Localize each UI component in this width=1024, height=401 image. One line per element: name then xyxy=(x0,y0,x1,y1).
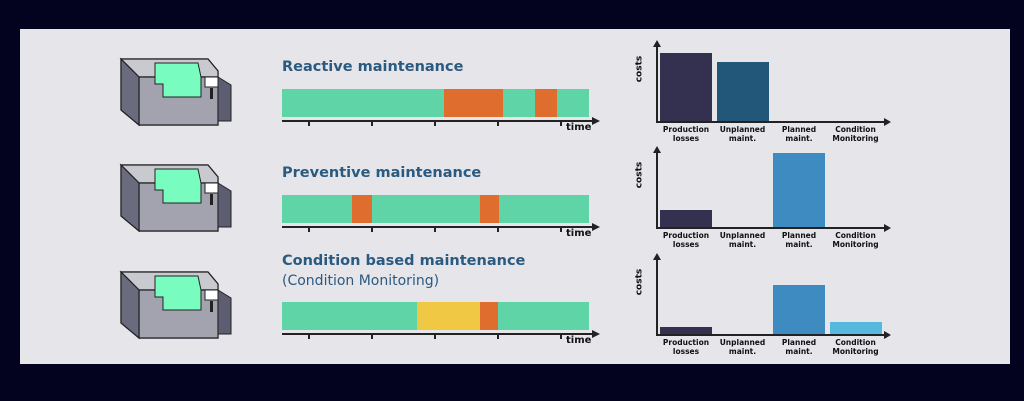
category-label: Unplanned maint. xyxy=(719,125,766,143)
axis-tick xyxy=(560,335,562,339)
category-label: Production losses xyxy=(662,338,710,356)
cost-chart: costs Production losses Unplanned maint. Pl… xyxy=(634,40,891,145)
cost-bar xyxy=(660,209,712,227)
time-axis xyxy=(282,120,594,122)
timeline-segment-running xyxy=(371,195,480,223)
axis-tick xyxy=(434,228,436,232)
y-axis-label: costs xyxy=(634,161,645,189)
timeline-segment-running xyxy=(282,195,352,223)
timeline-segment-planned_stop xyxy=(351,195,372,223)
row-title: Preventive maintenance xyxy=(282,165,482,181)
category-label: Production losses xyxy=(662,231,710,249)
timeline-bar xyxy=(282,195,589,223)
row-title: Reactive maintenance xyxy=(282,59,464,75)
cost-bar xyxy=(773,284,825,334)
machine-icon xyxy=(113,161,238,236)
axis-tick xyxy=(434,122,436,126)
arrow-icon xyxy=(592,223,600,231)
category-label: Production losses xyxy=(662,125,710,143)
axis-tick xyxy=(497,122,499,126)
timeline-segment-planned_stop xyxy=(480,195,500,223)
timeline-segment-running xyxy=(499,195,589,223)
row-subtitle: (Condition Monitoring) xyxy=(282,273,440,289)
timeline-segment-warning xyxy=(417,302,480,330)
axis-tick xyxy=(308,228,310,232)
x-axis xyxy=(656,121,886,123)
timeline-segment-running xyxy=(557,89,589,117)
cost-chart: costs Production losses Unplanned maint. Pl… xyxy=(634,146,891,251)
row-title: Condition based maintenance xyxy=(282,253,526,269)
arrow-icon xyxy=(592,330,600,338)
cost-bar xyxy=(829,321,882,334)
category-label: Condition Monitoring xyxy=(832,231,879,249)
category-label: Condition Monitoring xyxy=(832,125,879,143)
maintenance-row: Condition based maintenance (Condition Mo… xyxy=(0,213,1024,356)
arrow-icon xyxy=(884,224,891,232)
y-axis xyxy=(656,257,658,335)
timeline-bar xyxy=(282,302,589,330)
timeline-segment-planned_stop xyxy=(480,302,499,330)
axis-tick xyxy=(371,122,373,126)
timeline-bar xyxy=(282,89,589,117)
timeline-segment-failure xyxy=(444,89,504,117)
machine-icon xyxy=(113,55,238,130)
time-label: time xyxy=(566,335,592,346)
category-label: Unplanned maint. xyxy=(719,231,766,249)
timeline-segment-running xyxy=(503,89,535,117)
arrow-icon xyxy=(884,331,891,339)
axis-tick xyxy=(497,228,499,232)
category-label: Planned maint. xyxy=(781,338,817,356)
cost-bar xyxy=(660,53,712,121)
arrow-icon xyxy=(653,40,661,47)
category-label: Planned maint. xyxy=(781,231,817,249)
arrow-icon xyxy=(653,146,661,153)
arrow-icon xyxy=(592,117,600,125)
category-label: Condition Monitoring xyxy=(832,338,879,356)
timeline-segment-running xyxy=(498,302,589,330)
time-label: time xyxy=(566,228,592,239)
cost-bar xyxy=(773,152,825,227)
axis-tick xyxy=(497,335,499,339)
maintenance-row: Preventive maintenance time costs Producti… xyxy=(0,106,1024,249)
axis-tick xyxy=(308,335,310,339)
arrow-icon xyxy=(653,253,661,260)
axis-tick xyxy=(371,228,373,232)
axis-tick xyxy=(560,122,562,126)
time-axis xyxy=(282,226,594,228)
cost-bar xyxy=(716,62,769,121)
time-axis xyxy=(282,333,594,335)
maintenance-row: Reactive maintenance time costs Production… xyxy=(0,0,1024,143)
axis-tick xyxy=(434,335,436,339)
y-axis xyxy=(656,44,658,122)
axis-tick xyxy=(371,335,373,339)
timeline-segment-running xyxy=(282,302,418,330)
axis-tick xyxy=(560,228,562,232)
axis-tick xyxy=(308,122,310,126)
y-axis-label: costs xyxy=(634,55,645,83)
arrow-icon xyxy=(884,118,891,126)
machine-icon xyxy=(113,268,238,343)
timeline-segment-running xyxy=(282,89,445,117)
y-axis-label: costs xyxy=(634,268,645,296)
y-axis xyxy=(656,150,658,228)
cost-chart: costs Production losses Unplanned maint. Pl… xyxy=(634,253,891,358)
timeline-segment-failure xyxy=(534,89,558,117)
x-axis xyxy=(656,334,886,336)
category-label: Planned maint. xyxy=(781,125,817,143)
category-label: Unplanned maint. xyxy=(719,338,766,356)
cost-bar xyxy=(660,327,712,334)
time-label: time xyxy=(566,122,592,133)
x-axis xyxy=(656,227,886,229)
